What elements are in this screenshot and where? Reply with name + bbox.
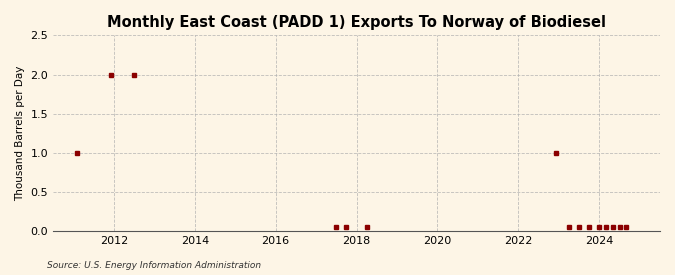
Title: Monthly East Coast (PADD 1) Exports To Norway of Biodiesel: Monthly East Coast (PADD 1) Exports To N…: [107, 15, 606, 30]
Y-axis label: Thousand Barrels per Day: Thousand Barrels per Day: [15, 66, 25, 201]
Text: Source: U.S. Energy Information Administration: Source: U.S. Energy Information Administ…: [47, 260, 261, 270]
